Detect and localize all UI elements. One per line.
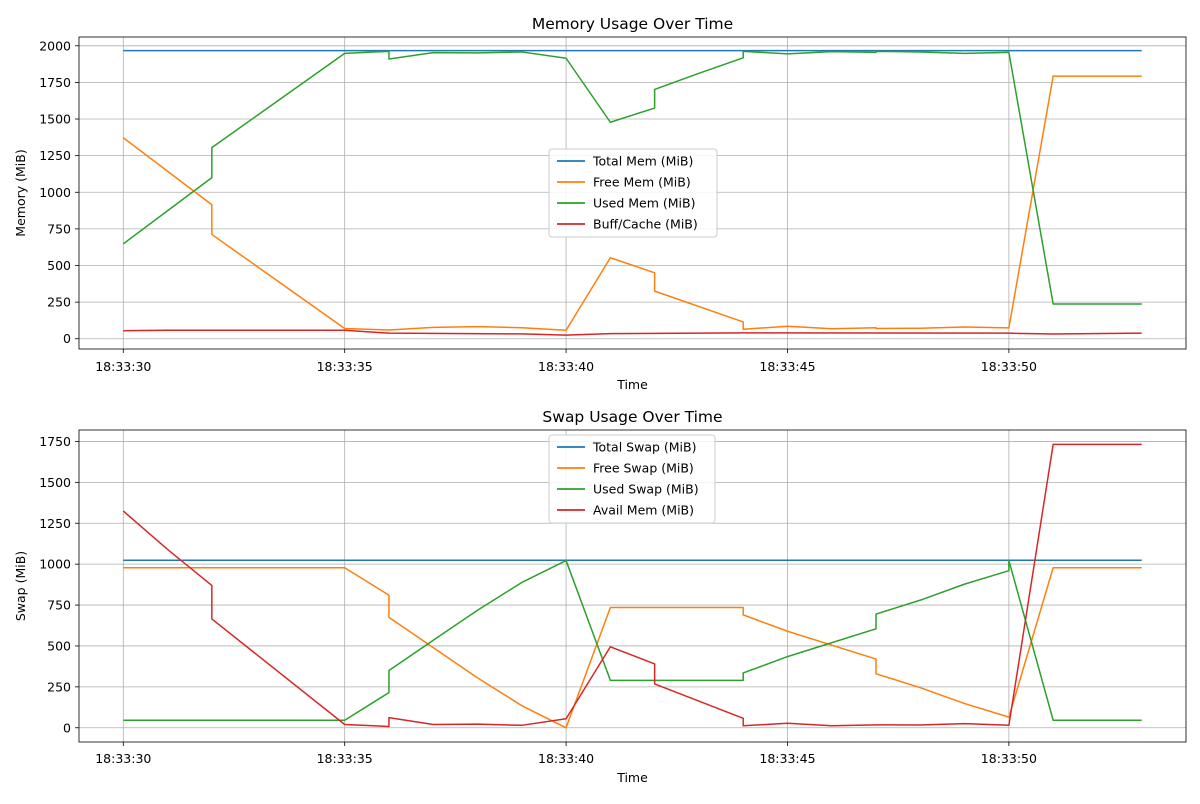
legend-label: Used Swap (MiB) — [593, 482, 699, 497]
x-axis-label: Time — [616, 377, 648, 392]
legend-label: Total Swap (MiB) — [592, 440, 696, 455]
x-tick-label: 18:33:35 — [317, 751, 373, 766]
legend-label: Free Swap (MiB) — [593, 461, 694, 476]
legend-label: Buff/Cache (MiB) — [593, 217, 698, 232]
chart-title: Memory Usage Over Time — [532, 15, 733, 33]
series-line-3 — [122, 50, 1142, 305]
y-tick-label: 750 — [47, 598, 71, 613]
y-tick-label: 0 — [63, 331, 71, 346]
legend: Total Mem (MiB) Free Mem (MiB) Used Mem (M… — [548, 148, 718, 238]
y-tick-label: 750 — [47, 221, 71, 236]
chart-2: 18:33:30 18:33:35 18:33:40 18:33:45 18:33:50… — [13, 408, 1187, 785]
x-tick-label: 18:33:45 — [759, 359, 815, 374]
series-line-2 — [123, 567, 1142, 729]
y-tick-label: 2000 — [39, 38, 71, 53]
y-axis-label: Memory (MiB) — [13, 149, 28, 236]
y-tick-label: 1500 — [39, 475, 71, 490]
y-tick-label: 500 — [47, 638, 71, 653]
y-tick-label: 1750 — [39, 434, 71, 449]
x-tick-label: 18:33:45 — [759, 751, 815, 766]
y-tick-label: 1250 — [39, 516, 71, 531]
y-tick-label: 1000 — [39, 185, 71, 200]
plot-frame — [78, 429, 1187, 743]
series-line-4 — [122, 443, 1142, 728]
x-axis-label: Time — [616, 770, 648, 785]
legend: Total Swap (MiB) Free Swap (MiB) Used Swap… — [548, 434, 716, 524]
x-tick-label: 18:33:50 — [981, 751, 1037, 766]
chart-1: 18:33:30 18:33:35 18:33:40 18:33:45 18:33:50… — [13, 15, 1187, 392]
x-tick-label: 18:33:35 — [317, 359, 373, 374]
series-line-2 — [122, 75, 1142, 331]
legend-label: Free Mem (MiB) — [593, 175, 691, 190]
series-line-3 — [123, 559, 1142, 721]
y-tick-label: 1750 — [39, 75, 71, 90]
y-tick-label: 0 — [63, 720, 71, 735]
y-tick-label: 1500 — [39, 112, 71, 127]
legend-label: Used Mem (MiB) — [593, 196, 695, 211]
x-tick-label: 18:33:30 — [95, 359, 151, 374]
y-tick-label: 1250 — [39, 148, 71, 163]
y-tick-label: 250 — [47, 295, 71, 310]
y-tick-label: 1000 — [39, 557, 71, 572]
y-tick-label: 250 — [47, 679, 71, 694]
legend-box — [548, 434, 716, 524]
x-tick-label: 18:33:30 — [95, 751, 151, 766]
plot-frame — [78, 36, 1187, 350]
legend-box — [548, 148, 718, 238]
y-axis-label: Swap (MiB) — [13, 551, 28, 621]
x-tick-label: 18:33:40 — [538, 751, 594, 766]
x-tick-label: 18:33:50 — [981, 359, 1037, 374]
legend-label: Total Mem (MiB) — [592, 154, 693, 169]
series-line-4 — [123, 329, 1142, 336]
x-tick-label: 18:33:40 — [538, 359, 594, 374]
chart-title: Swap Usage Over Time — [542, 408, 722, 426]
y-tick-label: 500 — [47, 258, 71, 273]
legend-label: Avail Mem (MiB) — [593, 503, 694, 518]
